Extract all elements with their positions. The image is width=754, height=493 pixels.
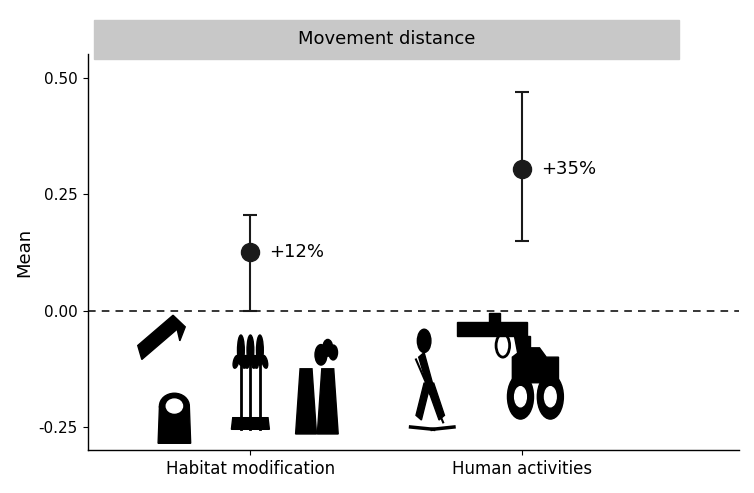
Circle shape <box>417 329 431 352</box>
Circle shape <box>515 387 526 407</box>
Polygon shape <box>173 315 185 341</box>
Polygon shape <box>512 348 559 383</box>
Ellipse shape <box>243 355 249 368</box>
Ellipse shape <box>252 355 258 368</box>
Ellipse shape <box>233 355 239 368</box>
Ellipse shape <box>166 399 182 413</box>
Text: Movement distance: Movement distance <box>298 31 475 48</box>
Polygon shape <box>158 406 191 443</box>
Circle shape <box>507 374 534 419</box>
Polygon shape <box>513 336 530 362</box>
Polygon shape <box>231 418 269 429</box>
Text: +35%: +35% <box>541 160 596 177</box>
Circle shape <box>544 387 556 407</box>
Y-axis label: Mean: Mean <box>15 228 33 277</box>
Polygon shape <box>428 383 444 420</box>
Circle shape <box>323 340 333 356</box>
Ellipse shape <box>159 393 189 419</box>
Circle shape <box>315 345 327 365</box>
Text: +12%: +12% <box>269 244 324 261</box>
Ellipse shape <box>256 335 263 365</box>
Ellipse shape <box>253 355 258 368</box>
Ellipse shape <box>247 335 254 365</box>
Polygon shape <box>418 352 435 394</box>
Polygon shape <box>489 313 500 322</box>
Circle shape <box>329 345 338 360</box>
Ellipse shape <box>262 355 268 368</box>
Polygon shape <box>317 369 339 434</box>
Polygon shape <box>138 315 177 359</box>
Polygon shape <box>296 369 317 434</box>
Polygon shape <box>457 322 527 336</box>
Circle shape <box>538 374 563 419</box>
Ellipse shape <box>243 355 249 368</box>
Ellipse shape <box>238 335 244 365</box>
Polygon shape <box>416 383 430 420</box>
